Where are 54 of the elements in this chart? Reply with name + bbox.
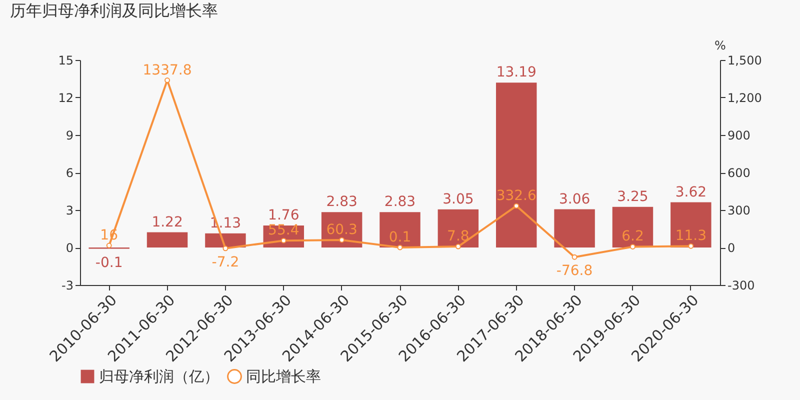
data-label: 1.76: [268, 208, 300, 224]
data-label: 11.3: [675, 228, 706, 244]
y2-tick-label: 0: [728, 241, 736, 255]
y-tick-label: 0: [66, 241, 74, 255]
data-label: 13.19: [496, 64, 536, 81]
y-tick-label: 3: [66, 204, 74, 218]
data-label: 1.22: [152, 214, 183, 230]
bar: [146, 232, 188, 248]
y-tick-label: -3: [62, 278, 74, 292]
data-label: 2.83: [326, 194, 358, 210]
y2-tick-label: 1,500: [728, 54, 762, 68]
legend-label: 归母净利润（亿）: [99, 368, 219, 386]
y-tick-label: 15: [58, 54, 74, 68]
point: [222, 246, 228, 252]
point: [514, 203, 520, 209]
data-label: -0.1: [95, 254, 123, 271]
data-label: 3.62: [675, 184, 706, 200]
data-label: 6.2: [622, 228, 644, 245]
data-label: 332.6: [496, 188, 536, 204]
point: [280, 238, 286, 244]
data-label: 3.25: [617, 188, 648, 205]
data-label: 0.1: [388, 229, 412, 246]
bar: [670, 202, 712, 248]
point: [455, 244, 461, 250]
y-tick-label: 12: [58, 91, 74, 105]
data-label: -76.8: [556, 263, 593, 280]
bar: [496, 82, 537, 248]
data-label: 3.06: [558, 191, 590, 208]
point: [397, 244, 403, 250]
bar: [612, 206, 654, 248]
legend-label: 同比增长率: [246, 368, 321, 386]
y2-tick-label: 300: [728, 204, 750, 218]
y2-tick-label: 1,200: [728, 91, 762, 105]
data-label: 7.8: [447, 228, 470, 245]
bar: [380, 212, 420, 248]
data-label: 2.83: [384, 194, 416, 210]
y2-axis-title: %: [714, 38, 726, 52]
point: [339, 237, 345, 243]
point: [572, 254, 578, 260]
y2-tick-label: 600: [728, 166, 750, 180]
data-label: 3.05: [442, 191, 474, 208]
point: [688, 243, 694, 249]
data-label: -7.2: [212, 254, 240, 270]
chart-title: 历年归母净利润及同比增长率: [10, 1, 218, 20]
data-label: 1337.8: [142, 62, 192, 78]
data-label: 55.4: [268, 222, 300, 239]
bar: [554, 209, 595, 248]
point: [630, 244, 636, 250]
y2-tick-label: 900: [728, 128, 750, 142]
point: [106, 242, 112, 248]
y-tick-label: 6: [66, 166, 74, 180]
y-tick-label: 9: [66, 128, 74, 142]
y2-tick-label: -300: [728, 278, 755, 292]
data-label: 60.3: [326, 222, 358, 238]
